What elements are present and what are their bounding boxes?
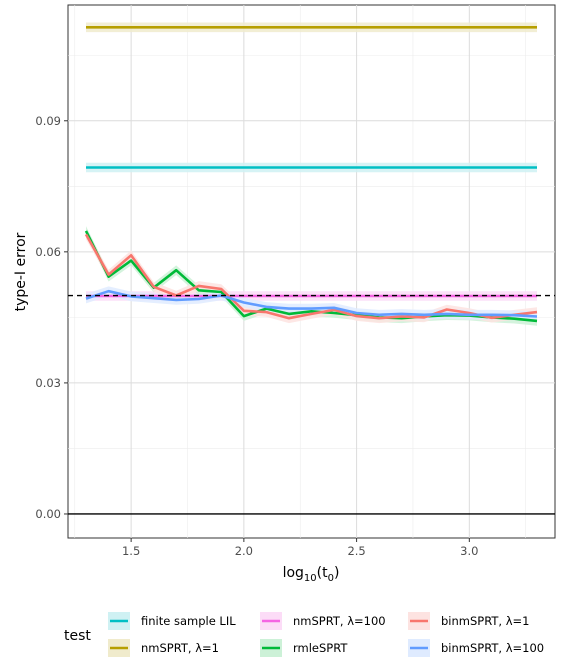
x-tick-label: 3.0 (460, 544, 478, 558)
y-tick-label: 0.09 (35, 114, 61, 128)
legend-item: nmSPRT, λ=100 (260, 612, 386, 630)
legend: finite sample LIL nmSPRT, λ=1 nmSPRT, λ=10… (108, 612, 544, 657)
legend-label: nmSPRT, λ=1 (141, 641, 219, 655)
y-tick-label: 0.03 (35, 376, 61, 390)
legend-item: rmleSPRT (260, 639, 348, 657)
y-tick-label: 0.06 (35, 245, 61, 259)
y-axis: 0.00 0.03 0.06 0.09 (35, 114, 68, 521)
legend-label: nmSPRT, λ=100 (293, 614, 386, 628)
x-axis: 1.5 2.0 2.5 3.0 (122, 538, 478, 558)
legend-title: test (64, 628, 91, 644)
legend-label: binmSPRT, λ=100 (441, 641, 544, 655)
legend-label: finite sample LIL (141, 614, 236, 628)
series-line-binmSPRT, λ=1 (84, 233, 538, 320)
y-axis-title: type-I error (13, 232, 29, 311)
x-tick-label: 1.5 (122, 544, 140, 558)
series-line-binmSPRT, λ=100 (85, 289, 538, 318)
legend-label: binmSPRT, λ=1 (441, 614, 529, 628)
legend-item: finite sample LIL (108, 612, 236, 630)
legend-item: binmSPRT, λ=100 (408, 639, 544, 657)
legend-label: rmleSPRT (293, 641, 348, 655)
legend-item: nmSPRT, λ=1 (108, 639, 219, 657)
legend-item: binmSPRT, λ=1 (408, 612, 529, 630)
reference-lines (68, 294, 555, 515)
plot-panel (67, 4, 556, 539)
x-tick-label: 2.0 (235, 544, 253, 558)
x-tick-label: 2.5 (347, 544, 365, 558)
x-axis-title: log10(t0) (283, 565, 340, 584)
y-tick-label: 0.00 (35, 507, 61, 521)
